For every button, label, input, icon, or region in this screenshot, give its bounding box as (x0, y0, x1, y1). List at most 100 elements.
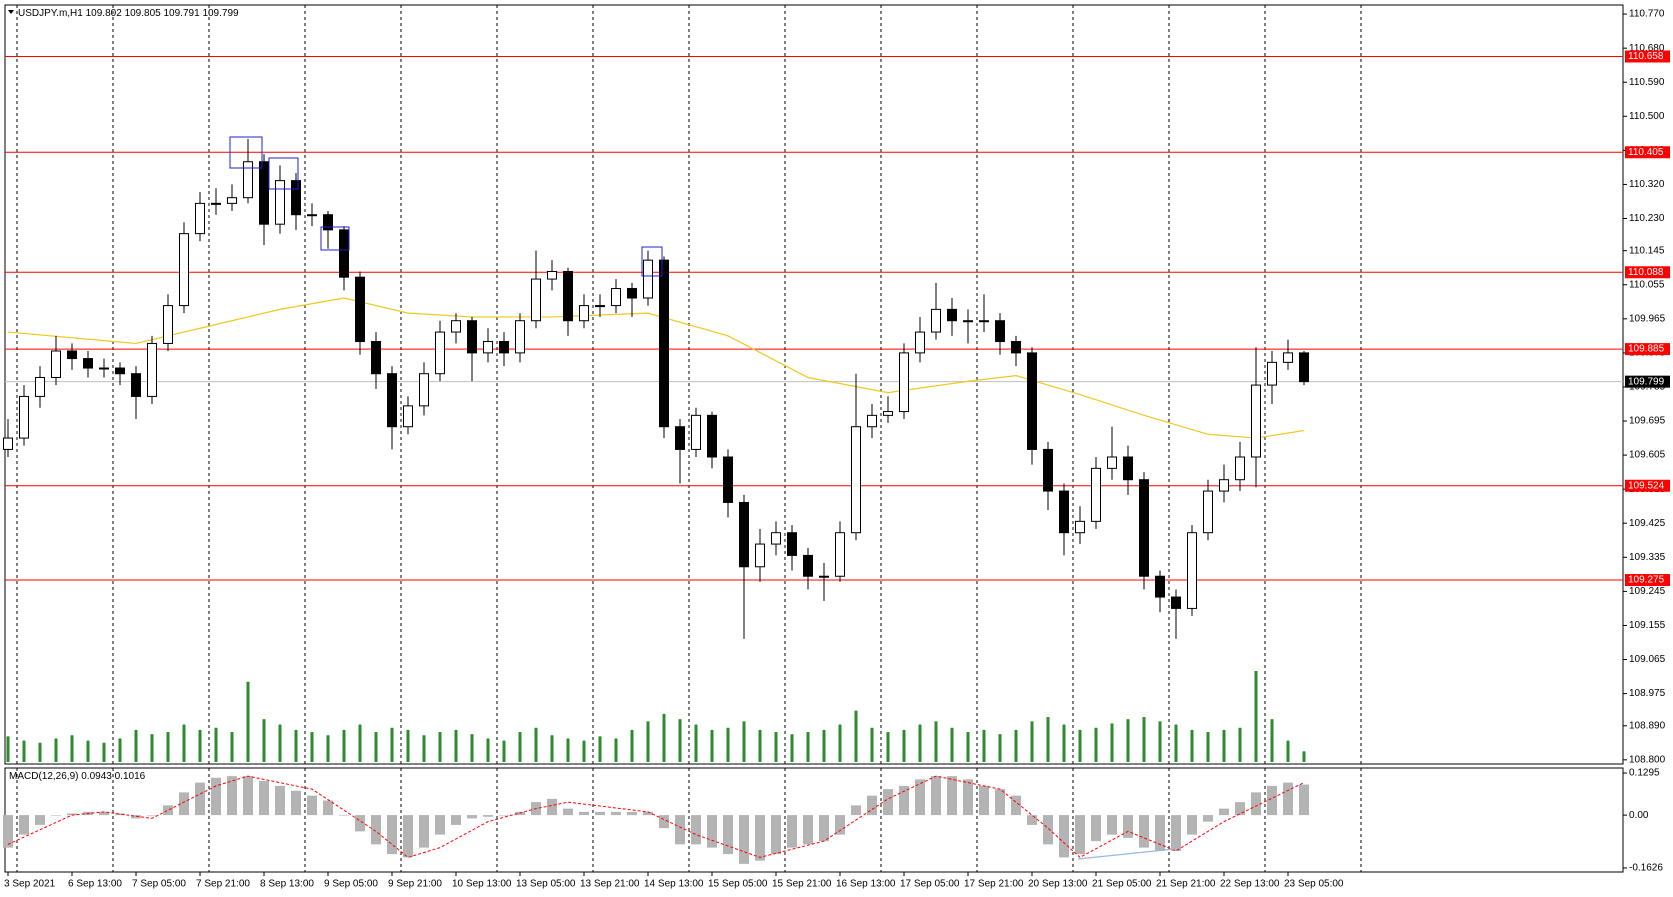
macd-bar (1283, 782, 1293, 816)
pattern-box (229, 136, 263, 169)
macd-bar (1235, 802, 1245, 816)
macd-bar (643, 811, 653, 816)
candle-body (35, 376, 45, 397)
macd-bar (883, 789, 893, 816)
macd-bar (163, 805, 173, 816)
y-tick-label: 110.055 (1629, 279, 1665, 290)
candle-body (131, 373, 141, 397)
macd-bar (1203, 815, 1213, 822)
candle-body (1251, 384, 1261, 458)
macd-bar (467, 815, 477, 819)
y-tick-label: 108.975 (1629, 688, 1666, 699)
macd-bar (1107, 815, 1117, 835)
macd-signal-line (7, 775, 1305, 858)
level-label-box (1625, 146, 1670, 159)
x-tick-label: 9 Sep 21:00 (388, 879, 442, 890)
candle-body (675, 426, 685, 450)
candle-body (851, 426, 861, 534)
macd-bar (1251, 792, 1261, 816)
candle-body (451, 320, 461, 333)
candle-body (323, 214, 333, 231)
quote-open: 109.802 (86, 8, 123, 19)
candle-body (595, 305, 605, 308)
candle-body (787, 532, 797, 556)
level-label-box (1625, 266, 1670, 279)
macd-bar (739, 815, 749, 864)
candle-body (339, 229, 349, 278)
y-tick-label: 110.590 (1629, 77, 1665, 88)
annotations (229, 136, 1175, 860)
macd-bar (371, 815, 381, 845)
candle-body (659, 259, 669, 428)
macd-bar (915, 779, 925, 816)
macd-bar (675, 815, 685, 845)
macd-y-tick-label: 0.00 (1629, 810, 1649, 821)
x-tick-label: 7 Sep 05:00 (132, 879, 186, 890)
candle-body (3, 437, 13, 450)
candle-body (515, 320, 525, 354)
candle-body (1171, 596, 1181, 609)
macd-bar (515, 811, 525, 816)
candle-body (1155, 575, 1165, 598)
macd-bar (483, 815, 493, 817)
x-tick-label: 21 Sep 21:00 (1156, 879, 1216, 890)
x-tick-label: 15 Sep 21:00 (772, 879, 832, 890)
level-label-box (1625, 343, 1670, 356)
y-tick-label: 110.680 (1629, 43, 1665, 54)
x-tick-label: 14 Sep 13:00 (644, 879, 704, 890)
macd-bar (1075, 815, 1085, 855)
candle-body (67, 350, 77, 360)
macd-bar (1187, 815, 1197, 835)
macd-bar (1219, 808, 1229, 816)
candle-body (931, 308, 941, 333)
macd-bar (227, 776, 237, 816)
candle-body (467, 320, 477, 354)
candle-body (83, 358, 93, 369)
x-tick-label: 6 Sep 13:00 (68, 879, 122, 890)
macd-bar (611, 811, 621, 816)
macd-bar (147, 815, 157, 816)
y-tick-label: 109.965 (1629, 313, 1666, 324)
candle-body (195, 202, 205, 235)
level-label: 109.885 (1628, 344, 1665, 355)
macd-bar (355, 815, 365, 832)
macd-bar (1267, 785, 1277, 816)
candle-body (755, 543, 765, 568)
macd-bar (1027, 815, 1037, 825)
macd-bar (403, 815, 413, 858)
level-label: 109.275 (1628, 575, 1665, 586)
quote-high: 109.805 (125, 8, 162, 19)
candle-body (835, 532, 845, 577)
macd-y-tick-label: -0.1626 (1629, 863, 1663, 874)
candle-body (947, 308, 957, 322)
candle-body (387, 373, 397, 428)
candle-body (867, 414, 877, 428)
candle-body (1299, 352, 1309, 383)
quote-close: 109.799 (202, 8, 239, 19)
macd-bar (963, 779, 973, 816)
candle-body (227, 197, 237, 204)
x-tick-label: 23 Sep 05:00 (1284, 879, 1344, 890)
macd-bar (51, 815, 61, 816)
candle-body (771, 532, 781, 545)
candle-body (419, 373, 429, 407)
macd-bar (755, 815, 765, 861)
level-label: 109.524 (1628, 480, 1665, 491)
macd-label: MACD(12,26,9) (9, 771, 78, 782)
x-tick-label: 13 Sep 21:00 (580, 879, 640, 890)
macd-bar (595, 811, 605, 816)
pattern-box (641, 246, 663, 277)
candle-body (163, 305, 173, 344)
macd-bar (819, 815, 829, 842)
level-label-box (1625, 574, 1670, 587)
y-tick-label: 108.890 (1629, 720, 1666, 731)
macd-bar (931, 776, 941, 816)
macd-bar (771, 815, 781, 855)
y-tick-label: 110.500 (1629, 111, 1665, 122)
candle-body (883, 411, 893, 416)
symbol-menu-icon[interactable] (8, 10, 14, 14)
macd-bar (115, 813, 125, 816)
x-tick-label: 8 Sep 13:00 (260, 879, 314, 890)
candle-body (51, 350, 61, 378)
candle-body (1011, 341, 1021, 354)
